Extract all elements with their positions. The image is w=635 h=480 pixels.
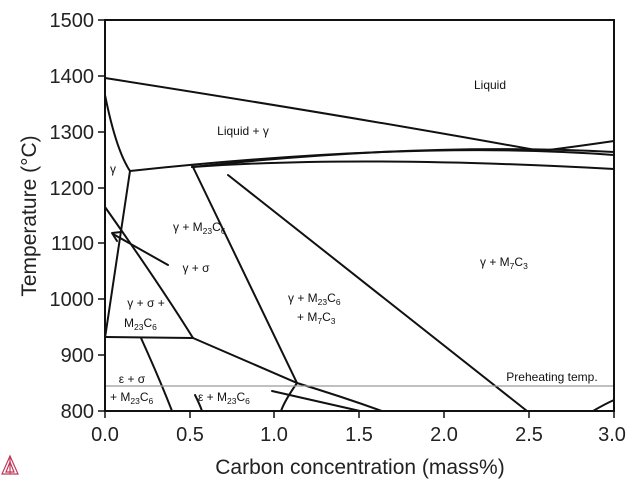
small-bottom-line xyxy=(194,394,203,412)
right-lower-line xyxy=(592,399,615,412)
y-tick-labels: 1500 1400 1300 1200 1100 1000 900 800 xyxy=(50,10,95,423)
triangle-logo-icon xyxy=(1,454,19,475)
m7c3-upper-boundary xyxy=(191,148,615,168)
y-tick-label: 1000 xyxy=(50,289,95,311)
gamma-m23c6-m7c3-boundary xyxy=(191,164,298,384)
x-axis-title: Carbon concentration (mass%) xyxy=(215,456,504,479)
region-label-gamma: γ xyxy=(110,162,116,176)
phase-boundaries xyxy=(104,77,615,412)
region-label-epsilon-m23c6: ε + M23C6 xyxy=(198,390,250,406)
x-tick-label: 2.0 xyxy=(430,424,458,446)
region-label-gamma-m23c6-m7c3-line1: γ + M23C6 xyxy=(288,291,341,307)
x-tick-label: 1.0 xyxy=(260,424,288,446)
y-tick-label: 1100 xyxy=(51,233,94,255)
epsilon-boundary-left xyxy=(140,337,173,412)
region-label-gamma-m23c6-m7c3-line2: + M7C3 xyxy=(297,310,336,326)
sigma-arrow-head xyxy=(111,231,122,242)
y-tick-label: 1200 xyxy=(50,178,95,200)
x-tick-label: 0.0 xyxy=(91,424,119,446)
y-tick-label: 900 xyxy=(61,345,94,367)
x-tick-label: 3.0 xyxy=(598,424,626,446)
m7c3-lower-boundary xyxy=(191,160,615,170)
region-label-liquid: Liquid xyxy=(474,78,506,92)
region-label-gamma-sigma-m23c6-line1: γ + σ + xyxy=(127,296,164,310)
solidus-line xyxy=(104,94,131,172)
region-labels: Liquid Liquid + γ γ γ + M23C6 γ + σ γ + … xyxy=(110,78,598,406)
x-tick-label: 0.5 xyxy=(176,424,204,446)
eutectoid-line xyxy=(104,336,194,339)
preheating-label: Preheating temp. xyxy=(506,370,597,384)
m23c6-solvus-line xyxy=(192,337,298,384)
region-label-liquid-gamma: Liquid + γ xyxy=(217,124,269,138)
y-tick-label: 1300 xyxy=(50,122,95,144)
x-tick-label: 1.5 xyxy=(345,424,373,446)
sigma-upper-boundary xyxy=(104,206,194,339)
y-tick-label: 800 xyxy=(61,401,94,423)
tick-marks xyxy=(98,19,615,418)
y-tick-label: 1400 xyxy=(50,66,95,88)
region-label-gamma-m23c6: γ + M23C6 xyxy=(173,220,226,236)
y-axis-title: Temperature (°C) xyxy=(18,135,41,296)
liquidus-line xyxy=(104,77,615,152)
m7c3-gamma-boundary xyxy=(227,174,528,412)
lower-phase-line xyxy=(271,390,361,412)
plot-frame xyxy=(104,19,615,412)
region-label-epsilon-sigma-line2: + M23C6 xyxy=(110,390,153,406)
x-tick-label: 2.5 xyxy=(515,424,543,446)
region-label-epsilon-sigma-line1: ε + σ xyxy=(119,372,146,386)
region-label-gamma-sigma-m23c6-line2: M23C6 xyxy=(124,316,157,332)
region-label-gamma-sigma: γ + σ xyxy=(182,261,210,275)
x-tick-labels: 0.0 0.5 1.0 1.5 2.0 2.5 3.0 xyxy=(91,424,626,446)
region-label-gamma-m7c3: γ + M7C3 xyxy=(480,255,528,271)
gamma-solvus-line xyxy=(104,170,131,339)
sigma-arrow-line xyxy=(112,233,169,266)
y-tick-label: 1500 xyxy=(50,10,95,32)
